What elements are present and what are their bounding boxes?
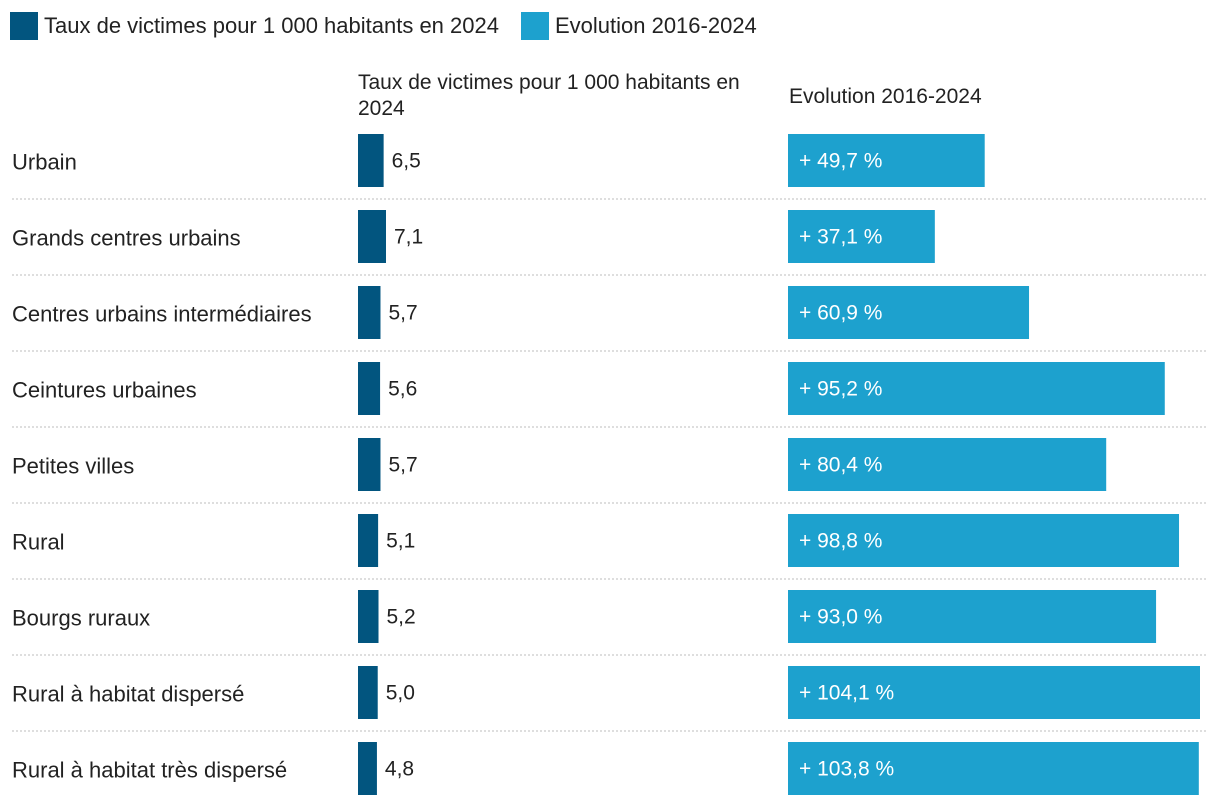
evolution-bar: [788, 666, 1200, 719]
evolution-bar: [788, 742, 1199, 795]
legend-swatch-rate: [10, 12, 38, 40]
rate-value-label: 4,8: [385, 758, 414, 781]
rate-bar: [358, 362, 381, 415]
rate-value-label: 5,2: [387, 606, 416, 629]
rate-value-label: 5,7: [388, 454, 417, 477]
evolution-bar: [788, 210, 935, 263]
rate-value-label: 7,1: [394, 226, 423, 249]
legend-item-evolution[interactable]: Evolution 2016-2024: [520, 12, 757, 40]
rate-bar: [358, 134, 384, 187]
rate-value-label: 6,5: [392, 150, 421, 173]
evolution-value-label: + 93,0 %: [799, 606, 882, 629]
category-label: Petites villes: [12, 454, 134, 479]
category-label: Rural: [12, 530, 65, 555]
evolution-value-label: + 60,9 %: [799, 302, 882, 325]
rate-bar: [358, 438, 381, 491]
rate-value-label: 5,1: [386, 530, 415, 553]
category-label: Ceintures urbaines: [12, 378, 197, 403]
evolution-bar: [788, 286, 1030, 339]
category-label: Rural à habitat dispersé: [12, 682, 244, 707]
legend-label-evolution: Evolution 2016-2024: [554, 13, 757, 38]
rate-bar: [358, 210, 386, 263]
evolution-bar: [788, 362, 1165, 415]
rate-bar: [358, 286, 381, 339]
evolution-value-label: + 49,7 %: [799, 150, 882, 173]
evolution-value-label: + 80,4 %: [799, 454, 882, 477]
rate-bar: [358, 514, 379, 567]
column-header-rate: Taux de victimes pour 1 000 habitants en…: [358, 71, 740, 120]
evolution-bar: [788, 514, 1180, 567]
rate-bar: [358, 742, 377, 795]
evolution-bar: [788, 438, 1107, 491]
legend-item-rate[interactable]: Taux de victimes pour 1 000 habitants en…: [10, 12, 499, 40]
rate-value-label: 5,0: [386, 682, 415, 705]
legend: Taux de victimes pour 1 000 habitants en…: [10, 10, 779, 42]
evolution-value-label: + 104,1 %: [799, 682, 894, 705]
category-label: Bourgs ruraux: [12, 606, 150, 631]
column-header-evolution: Evolution 2016-2024: [789, 85, 982, 108]
rate-bar: [358, 666, 378, 719]
legend-swatch-evolution: [520, 12, 549, 40]
evolution-value-label: + 98,8 %: [799, 530, 882, 553]
category-label: Rural à habitat très dispersé: [12, 758, 287, 783]
evolution-value-label: + 103,8 %: [799, 758, 894, 781]
legend-label-rate: Taux de victimes pour 1 000 habitants en…: [44, 13, 499, 38]
category-label: Urbain: [12, 150, 77, 175]
rate-value-label: 5,7: [388, 302, 417, 325]
category-label: Grands centres urbains: [12, 226, 241, 251]
evolution-value-label: + 37,1 %: [799, 226, 882, 249]
rate-value-label: 5,6: [388, 378, 417, 401]
evolution-bar: [788, 134, 985, 187]
evolution-bar: [788, 590, 1157, 643]
rate-bar: [358, 590, 379, 643]
category-label: Centres urbains intermédiaires: [12, 302, 312, 327]
evolution-value-label: + 95,2 %: [799, 378, 882, 401]
